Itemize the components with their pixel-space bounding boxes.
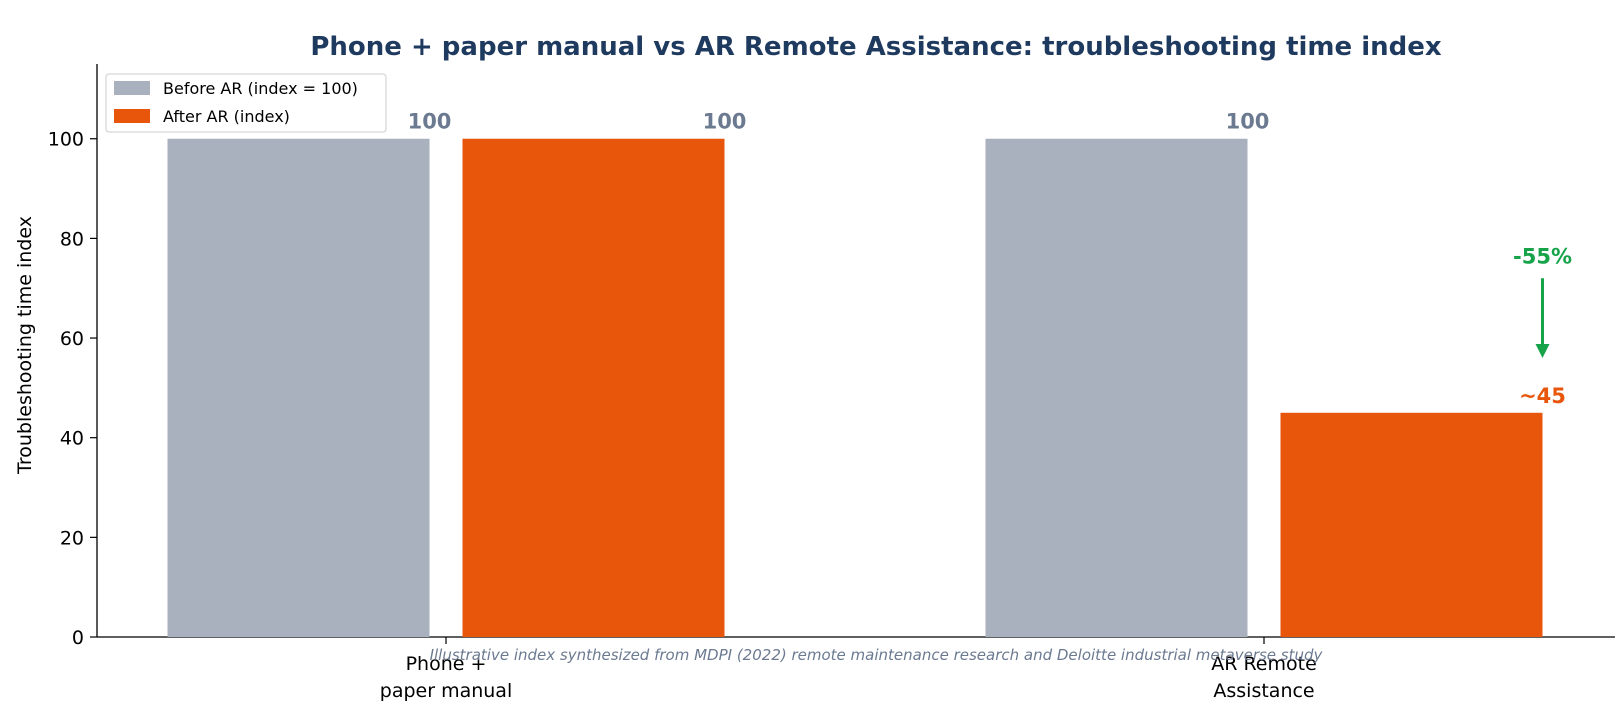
bar [985,138,1248,637]
legend-label-after: After AR (index) [163,107,290,126]
chart-title: Phone + paper manual vs AR Remote Assist… [310,32,1442,62]
legend-swatch-after [114,109,150,123]
x-tick-label: paper manual [380,680,512,702]
bar [462,138,725,637]
reduction-annotation: -55% [1513,244,1572,358]
y-axis: 0 20 40 60 80 100 [48,64,98,649]
y-tick-label: 40 [60,428,84,450]
source-footnote: Illustrative index synthesized from MDPI… [430,646,1324,664]
x-axis: Phone + paper manual AR Remote Assistance [97,636,1615,702]
legend-box [105,73,387,133]
legend-swatch-before [114,81,150,95]
y-tick-label: 20 [60,527,84,549]
x-tick-label: AR Remote [1211,653,1317,675]
bars [167,138,1543,637]
bar [167,138,430,637]
y-tick-label: 60 [60,328,84,350]
bar-value-label: 100 [1226,110,1270,134]
bar [1280,412,1543,637]
bar-value-label: ~45 [1519,384,1566,408]
reduction-arrow-head [1535,343,1550,358]
y-tick-label: 100 [48,129,84,151]
bar-value-label: 100 [408,110,452,134]
y-tick-label: 80 [60,228,84,250]
x-tick-label: Assistance [1213,680,1314,702]
bar-value-label: 100 [703,110,747,134]
x-tick-label: Phone + [406,653,487,675]
y-axis-label: Troubleshooting time index [14,216,36,475]
reduction-label: -55% [1513,244,1572,268]
value-labels: 100 100 100 ~45 [408,110,1566,408]
legend-label-before: Before AR (index = 100) [163,79,358,98]
y-tick-label: 0 [72,627,84,649]
legend: Before AR (index = 100) After AR (index) [105,73,387,133]
